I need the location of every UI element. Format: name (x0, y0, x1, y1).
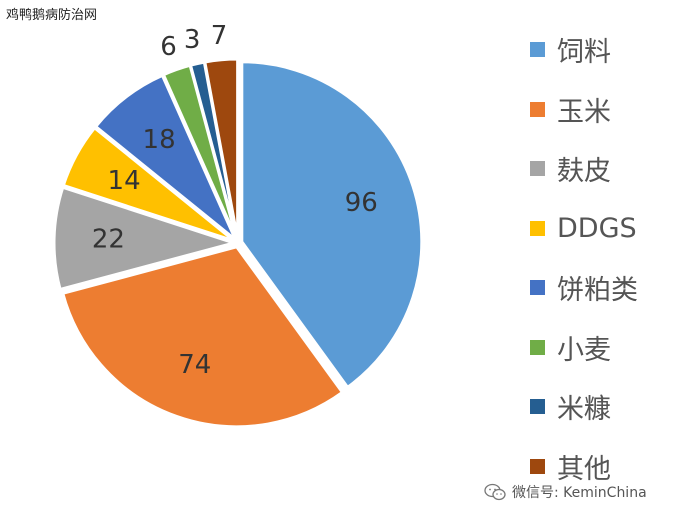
pie-slice-1 (60, 245, 345, 429)
legend-label-6: 米糠 (557, 394, 611, 426)
legend-item-2: 麸皮 (530, 139, 638, 199)
chart-legend: 饲料玉米麸皮 DDGS 饼粕类小麦米糠其他 (530, 20, 638, 496)
legend-label-2: 麸皮 (557, 156, 611, 188)
pie-data-label-3: 14 (108, 166, 141, 196)
legend-swatch-7 (530, 458, 545, 474)
legend-label-3: DDGS (557, 212, 637, 244)
pie-slices (52, 57, 424, 429)
legend-item-5: 小麦 (530, 318, 638, 378)
legend-swatch-2 (530, 161, 545, 177)
legend-item-4: 饼粕类 (530, 258, 638, 318)
legend-swatch-5 (530, 339, 545, 355)
pie-slice-7 (203, 57, 240, 240)
legend-label-7: 其他 (557, 453, 611, 485)
pie-data-label-5: 6 (160, 32, 177, 62)
pie-data-label-6: 3 (184, 25, 201, 55)
legend-item-1: 玉米 (530, 80, 638, 140)
legend-swatch-4 (530, 280, 545, 296)
legend-item-0: 饲料 (530, 20, 638, 80)
pie-data-label-4: 18 (143, 125, 176, 155)
pie-data-label-2: 22 (92, 225, 125, 255)
pie-data-label-0: 96 (345, 188, 378, 218)
legend-swatch-1 (530, 101, 545, 117)
pie-slice-0 (240, 60, 424, 390)
pie-slice-3 (61, 125, 236, 243)
legend-label-5: 小麦 (557, 334, 611, 366)
legend-swatch-6 (530, 399, 545, 415)
watermark-text: 鸡鸭鹅病防治网 (6, 8, 98, 23)
pie-data-label-7: 7 (211, 21, 228, 51)
legend-item-7: 其他 (530, 437, 638, 497)
wechat-icon (484, 483, 506, 501)
legend-swatch-3 (530, 220, 545, 236)
legend-item-6: 米糠 (530, 377, 638, 437)
legend-item-3: DDGS (530, 199, 638, 259)
pie-data-label-1: 74 (178, 350, 211, 380)
legend-swatch-0 (530, 42, 545, 58)
pie-slice-2 (52, 185, 240, 292)
legend-label-4: 饼粕类 (557, 275, 638, 307)
credit-text: 微信号: KeminChina (512, 485, 647, 501)
legend-label-1: 玉米 (557, 96, 611, 128)
legend-label-0: 饲料 (557, 37, 611, 69)
wechat-credit: 微信号: KeminChina (484, 482, 647, 502)
